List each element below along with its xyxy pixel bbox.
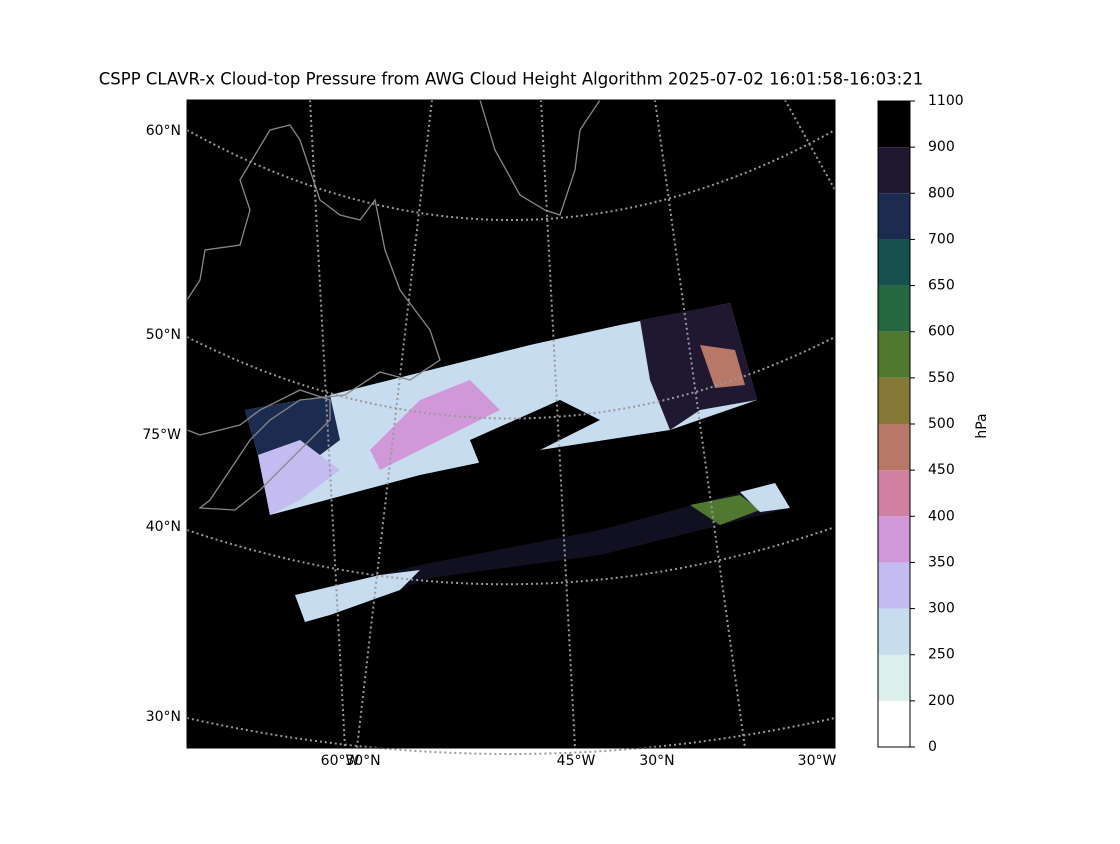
coast-na: [186, 124, 441, 511]
colorbar-tick-label: 900: [928, 139, 955, 155]
colorbar-band: [878, 424, 910, 471]
colorbar-band: [878, 285, 910, 332]
colorbar-tick-label: 650: [928, 278, 955, 294]
swath-patch: [370, 380, 500, 470]
swath-gap: [470, 400, 600, 465]
swath-patch: [690, 495, 760, 525]
lon-line: [309, 99, 346, 749]
swath-patch: [740, 483, 790, 512]
map-frame: [186, 99, 836, 749]
map-panel: [186, 99, 836, 755]
lat-label: 75°W: [142, 427, 181, 443]
colorbar-tick-label: 0: [928, 739, 937, 755]
colorbar-band: [878, 377, 910, 424]
lon-labels: 60°W30°N 45°W 30°N 30°W: [321, 753, 837, 769]
colorbar-tick-label: 500: [928, 416, 955, 432]
lon-label: 45°W: [557, 753, 596, 769]
lon-line: [784, 99, 836, 191]
swath-patch: [700, 345, 745, 388]
colorbar-tick-label: 400: [928, 508, 955, 524]
colorbar-band: [878, 562, 910, 609]
lon-label: 30°N: [639, 753, 674, 769]
lat-label: 60°N: [146, 123, 181, 139]
lon-label: 60°W: [321, 753, 360, 769]
lon-line: [540, 99, 576, 749]
lat-label: 30°N: [146, 709, 181, 725]
colorbar-label: hPa: [974, 413, 990, 438]
title: CSPP CLAVR-x Cloud-top Pressure from AWG…: [99, 70, 923, 89]
swath-lower: [295, 483, 790, 622]
lat-label: 40°N: [146, 519, 181, 535]
lat-label: 50°N: [146, 327, 181, 343]
colorbar-tick-label: 200: [928, 693, 955, 709]
colorbar-tick-label: 1100: [928, 93, 964, 109]
colorbar-tick-label: 350: [928, 554, 955, 570]
colorbar-band: [878, 239, 910, 286]
lat-labels: 60°N 50°N 75°W 40°N 30°N: [142, 123, 181, 725]
colorbar-band: [878, 608, 910, 655]
swath-patch: [258, 440, 340, 515]
colorbar-tick-label: 450: [928, 462, 955, 478]
swath-patch: [640, 303, 757, 430]
colorbar-tick-label: 800: [928, 185, 955, 201]
coastlines: [186, 99, 601, 511]
swath-patch: [295, 570, 420, 622]
lat-line: [186, 129, 836, 221]
swath-main: [245, 303, 757, 515]
lon-line: [654, 99, 746, 749]
colorbar-band: [878, 700, 910, 747]
colorbar-band: [878, 470, 910, 517]
lat-line: [186, 336, 836, 420]
colorbar-band: [878, 331, 910, 378]
colorbar-band: [878, 516, 910, 563]
colorbar-tick-label: 550: [928, 370, 955, 386]
colorbar-band: [878, 654, 910, 701]
cloud-swath: [245, 303, 790, 622]
colorbar-band: [878, 193, 910, 240]
colorbar-tick-label: 600: [928, 324, 955, 340]
colorbar: 0 200 250 300 350 400 450 500 550 600 650 700 800 900…: [877, 93, 964, 755]
coast-greenland: [479, 99, 601, 216]
colorbar-tick-label: 700: [928, 231, 955, 247]
lon-label: 30°W: [798, 753, 837, 769]
colorbar-band: [878, 147, 910, 194]
colorbar-band: [878, 101, 910, 148]
lon-line: [356, 99, 433, 749]
lon-label: 30°N: [345, 753, 380, 769]
graticule: [186, 99, 836, 755]
colorbar-tick-label: 300: [928, 601, 955, 617]
colorbar-tick-label: 250: [928, 647, 955, 663]
